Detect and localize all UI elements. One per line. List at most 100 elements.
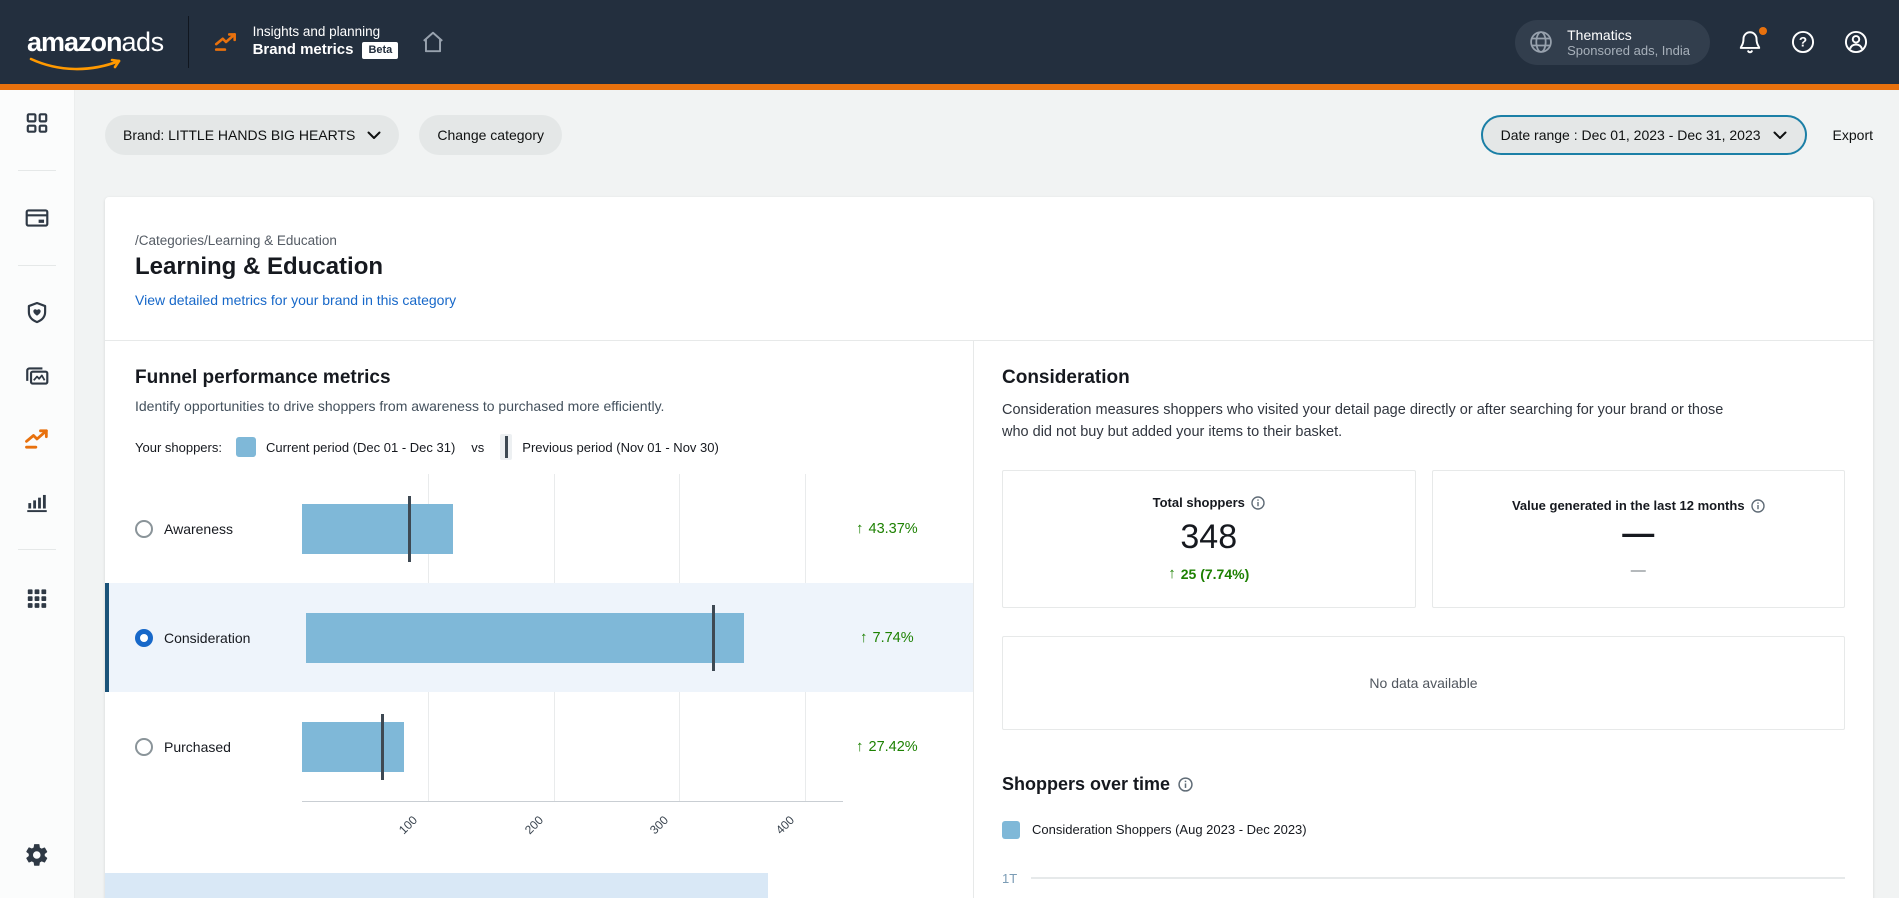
x-axis-tick: 100 xyxy=(395,812,420,838)
up-arrow-icon: ↑ xyxy=(1168,565,1176,583)
up-arrow-icon: ↑ xyxy=(860,629,868,646)
consideration-label: Consideration xyxy=(164,629,251,646)
purchased-radio[interactable] xyxy=(135,737,153,756)
consideration-panel: Consideration Consideration measures sho… xyxy=(973,341,1873,898)
brand-selector-label: Brand: LITTLE HANDS BIG HEARTS xyxy=(123,127,356,143)
info-icon[interactable] xyxy=(1750,499,1765,513)
purchased-change: 27.42% xyxy=(868,738,918,755)
page-title: Learning & Education xyxy=(135,253,384,280)
value-generated-label: Value generated in the last 12 months xyxy=(1511,498,1745,514)
view-detailed-metrics-link[interactable]: View detailed metrics for your brand in … xyxy=(135,292,457,308)
total-shoppers-value: 348 xyxy=(1180,518,1238,557)
change-category-label: Change category xyxy=(437,127,545,143)
total-shoppers-card: Total shoppers 348 ↑ 25 (7.74%) xyxy=(1002,469,1416,608)
funnel-row-purchased[interactable]: Purchased ↑ 27.42% xyxy=(105,692,973,801)
previous-period-label: Previous period (Nov 01 - Nov 30) xyxy=(522,439,719,455)
chevron-down-icon xyxy=(1773,131,1787,139)
amazon-ads-logo[interactable]: amazon ads xyxy=(27,26,165,70)
funnel-title: Funnel performance metrics xyxy=(135,367,391,388)
legend-vs: vs xyxy=(471,439,485,455)
user-account-icon[interactable] xyxy=(1843,29,1869,55)
funnel-bar xyxy=(302,721,404,772)
svg-text:?: ? xyxy=(1799,35,1807,50)
info-icon[interactable] xyxy=(1251,496,1265,510)
info-icon[interactable] xyxy=(1178,777,1193,792)
funnel-subtitle: Identify opportunities to drive shoppers… xyxy=(135,398,665,414)
logo-amazon-text: amazon xyxy=(27,26,123,57)
funnel-panel: Funnel performance metrics Identify oppo… xyxy=(105,341,973,898)
notifications-bell-icon[interactable] xyxy=(1737,27,1767,55)
category-metrics-card: /Categories/Learning & Education Learnin… xyxy=(105,197,1873,898)
total-shoppers-label: Total shoppers xyxy=(1152,495,1245,511)
funnel-chart: Awareness ↑ 43.37% xyxy=(105,474,973,873)
accent-strip xyxy=(0,84,1899,90)
over-time-chart-axis: 1T xyxy=(1002,871,1845,886)
value-generated-card: Value generated in the last 12 months — … xyxy=(1431,469,1845,608)
sidebar-item-insights-icon-active[interactable] xyxy=(13,415,61,463)
home-icon[interactable] xyxy=(420,29,446,55)
date-range-label: Date range : Dec 01, 2023 - Dec 31, 2023 xyxy=(1500,127,1761,143)
funnel-x-axis: 100 200 300 400 xyxy=(302,801,843,873)
sidebar-item-billing-icon[interactable] xyxy=(13,194,61,242)
over-time-legend-label: Consideration Shoppers (Aug 2023 - Dec 2… xyxy=(1032,822,1307,838)
consideration-description: Consideration measures shoppers who visi… xyxy=(1002,402,1724,441)
previous-period-marker xyxy=(381,713,385,780)
previous-period-swatch xyxy=(500,434,513,460)
previous-period-marker xyxy=(712,604,716,671)
trending-up-icon xyxy=(213,29,239,55)
total-shoppers-change: 25 (7.74%) xyxy=(1180,565,1250,582)
account-switcher[interactable]: Thematics Sponsored ads, India xyxy=(1515,19,1710,65)
nav-page-label: Brand metrics xyxy=(252,41,354,59)
legend-label: Your shoppers: xyxy=(135,439,222,455)
x-axis-tick: 400 xyxy=(773,812,798,838)
sidebar-item-settings-gear-icon[interactable] xyxy=(13,831,61,879)
top-navigation-bar: amazon ads Insights and planning Brand me… xyxy=(0,0,1899,84)
consideration-radio[interactable] xyxy=(135,628,153,647)
selected-row-strip xyxy=(105,873,768,898)
account-scope: Sponsored ads, India xyxy=(1567,42,1690,58)
current-period-label: Current period (Dec 01 - Dec 31) xyxy=(265,439,456,455)
previous-period-marker xyxy=(407,495,411,562)
date-range-dropdown[interactable]: Date range : Dec 01, 2023 - Dec 31, 2023 xyxy=(1480,115,1807,155)
no-data-text: No data available xyxy=(1369,674,1478,691)
up-arrow-icon: ↑ xyxy=(856,738,864,755)
no-data-box: No data available xyxy=(1002,635,1845,730)
current-period-swatch xyxy=(235,437,256,457)
sidebar-divider xyxy=(18,265,56,266)
logo-ads-text: ads xyxy=(121,26,165,57)
purchased-label: Purchased xyxy=(164,738,231,755)
help-icon[interactable]: ? xyxy=(1790,29,1816,55)
account-name: Thematics xyxy=(1567,26,1632,43)
sidebar-item-creative-icon[interactable] xyxy=(13,352,61,400)
awareness-radio[interactable] xyxy=(135,519,153,538)
funnel-row-awareness[interactable]: Awareness ↑ 43.37% xyxy=(105,474,973,583)
sidebar-item-apps-icon[interactable] xyxy=(13,573,61,621)
export-button[interactable]: Export xyxy=(1832,127,1873,143)
funnel-row-consideration[interactable]: Consideration ↑ 7.74% xyxy=(105,583,973,692)
consideration-change: 7.74% xyxy=(872,629,914,646)
over-time-gridline xyxy=(1031,877,1845,880)
beta-badge: Beta xyxy=(362,41,399,60)
brand-selector-dropdown[interactable]: Brand: LITTLE HANDS BIG HEARTS xyxy=(105,115,400,155)
awareness-change: 43.37% xyxy=(868,520,918,537)
sidebar-item-reports-icon[interactable] xyxy=(13,478,61,526)
consideration-title: Consideration xyxy=(1002,367,1130,388)
change-category-button[interactable]: Change category xyxy=(419,115,563,155)
left-sidebar xyxy=(0,90,75,898)
sidebar-item-brand-protection-icon[interactable] xyxy=(13,289,61,337)
nav-divider xyxy=(187,16,189,68)
over-time-y-tick: 1T xyxy=(1002,870,1018,886)
over-time-legend-swatch xyxy=(1002,820,1020,839)
value-generated-sub: — xyxy=(1630,562,1646,580)
sidebar-divider xyxy=(18,170,56,171)
sidebar-item-dashboard-icon[interactable] xyxy=(13,99,61,147)
value-generated-value: — xyxy=(1622,515,1655,552)
chevron-down-icon xyxy=(367,131,381,139)
nav-section-label: Insights and planning xyxy=(252,24,381,40)
notification-dot xyxy=(1759,27,1767,35)
funnel-bar xyxy=(302,503,453,554)
x-axis-tick: 300 xyxy=(647,812,672,838)
x-axis-tick: 200 xyxy=(521,812,546,838)
globe-icon xyxy=(1530,31,1552,53)
up-arrow-icon: ↑ xyxy=(856,520,864,537)
